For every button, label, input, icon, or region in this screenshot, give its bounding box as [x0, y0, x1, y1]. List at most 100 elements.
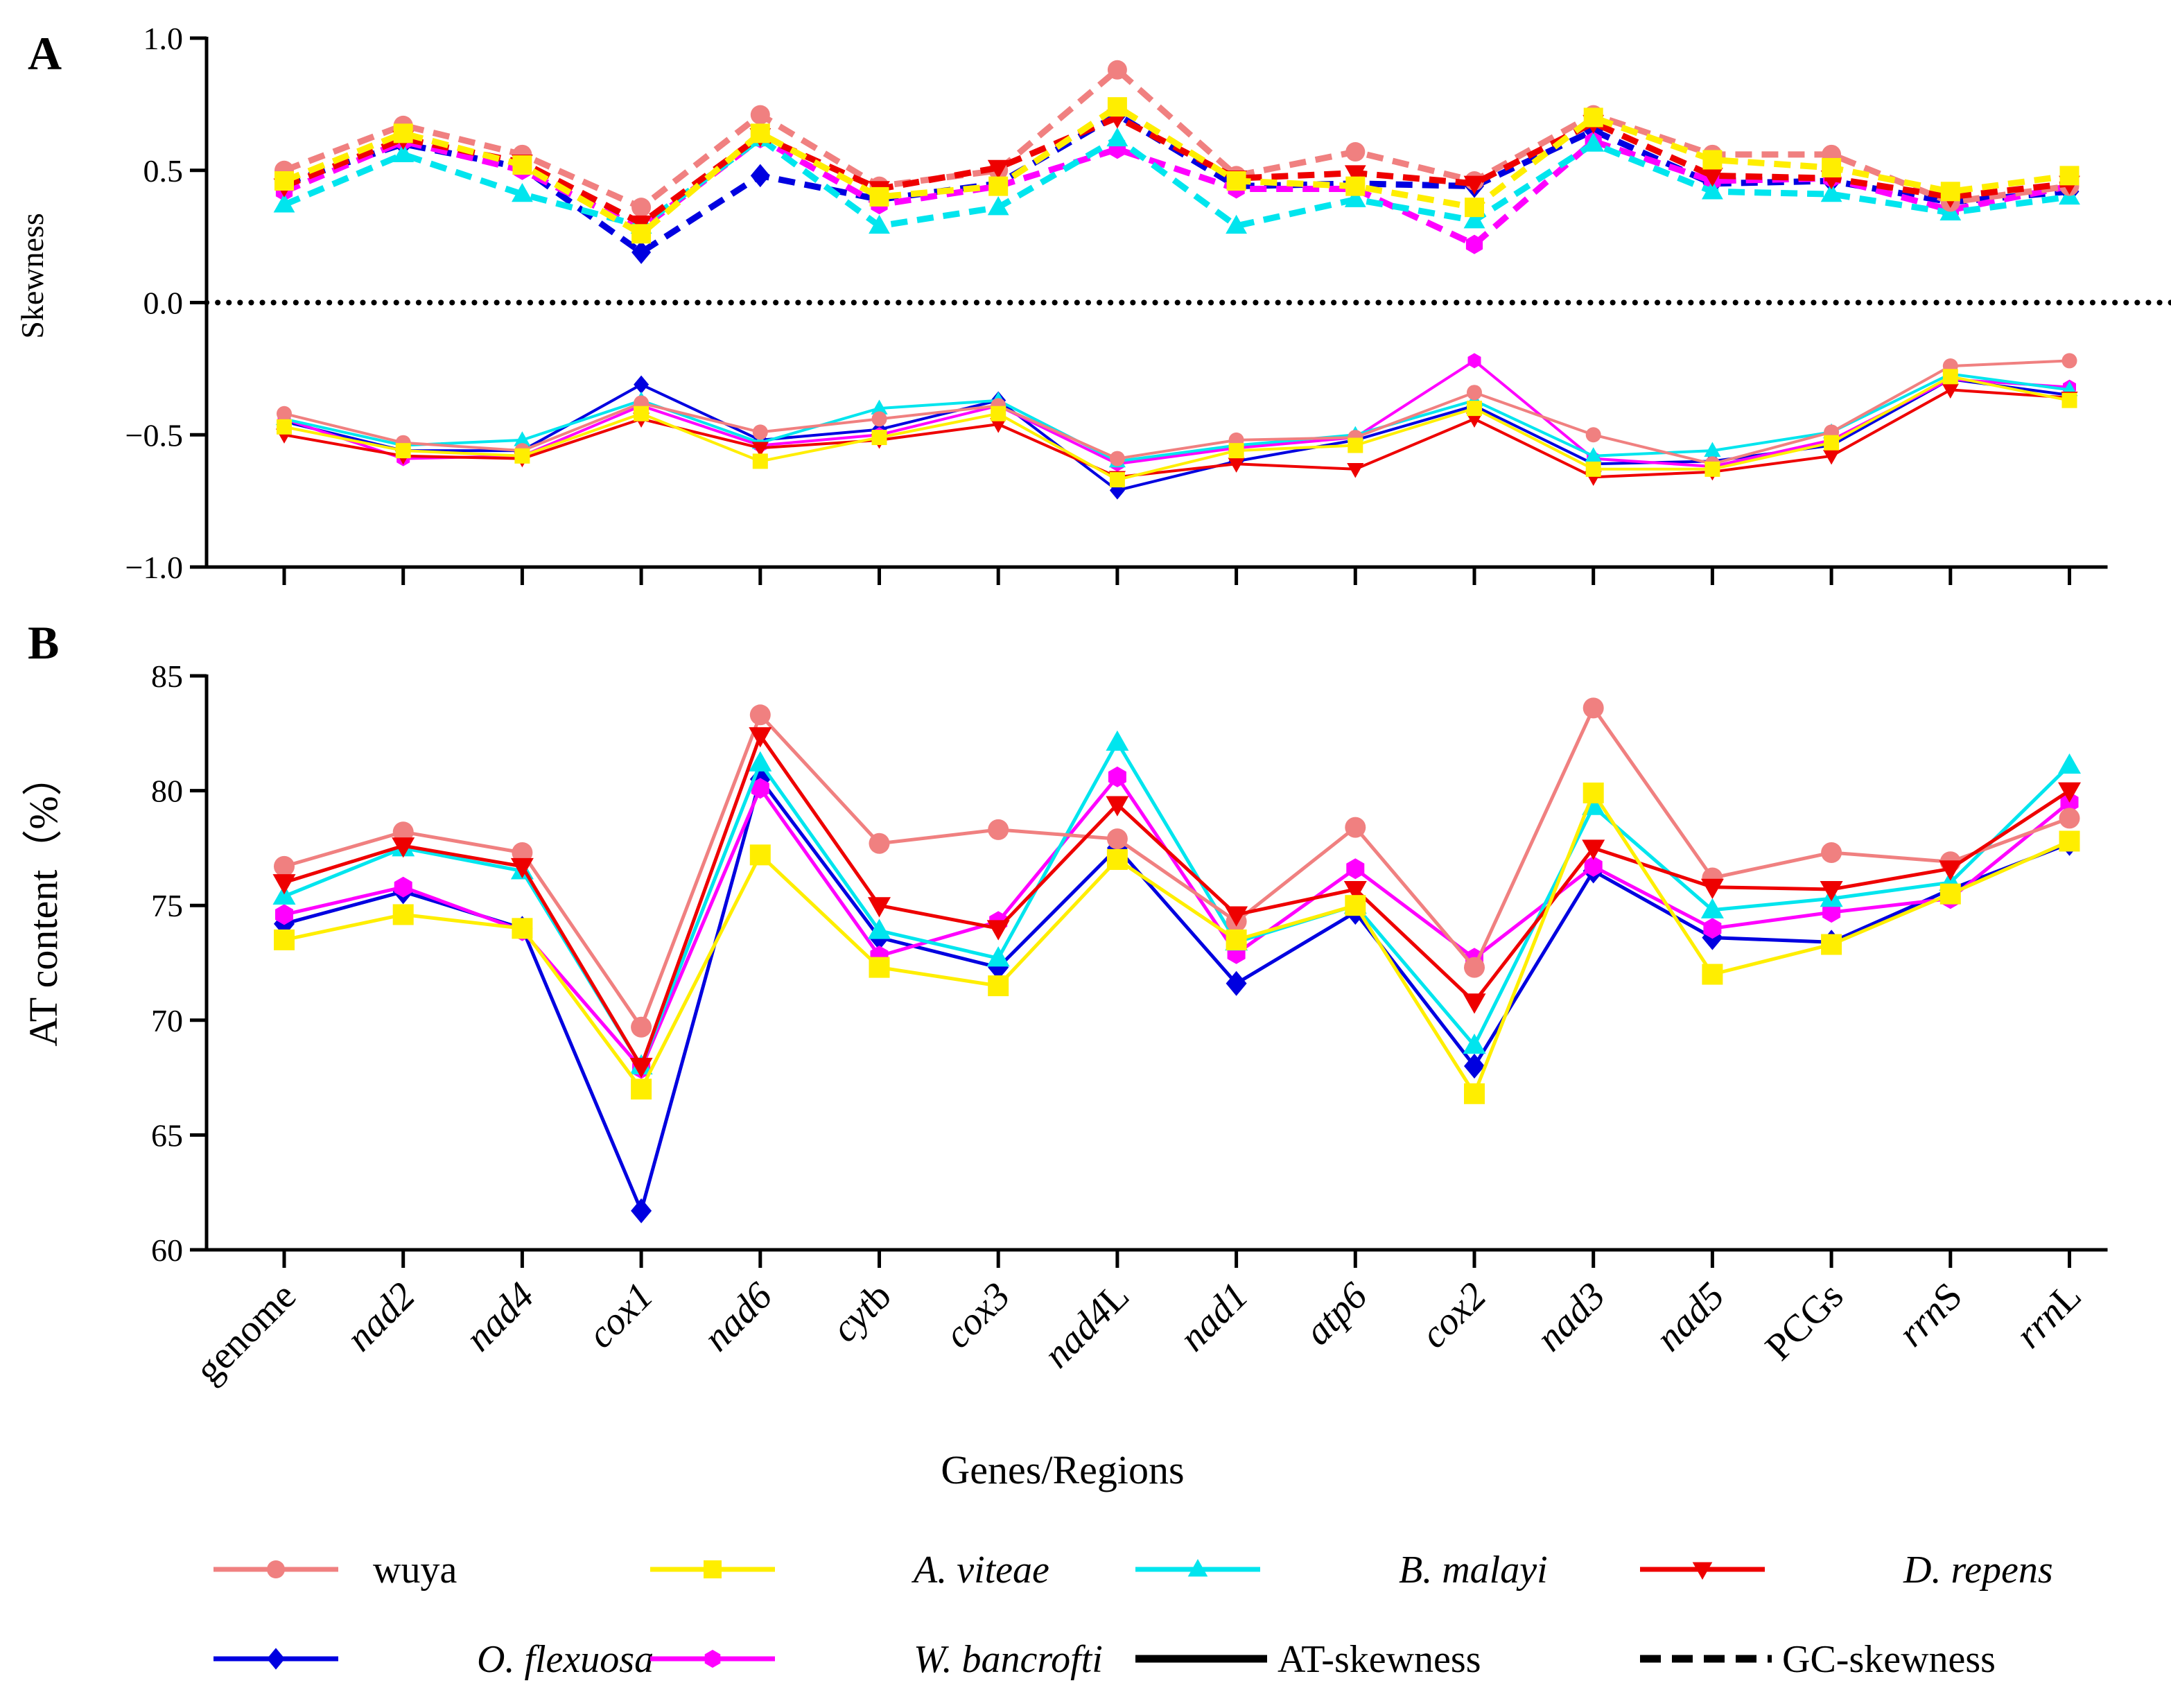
point-wuya-nad6	[749, 704, 771, 726]
point-a-viteae-nad3	[1583, 107, 1603, 128]
point-b-malayi-cox2	[1463, 1033, 1486, 1054]
point-o-flexuosa-cox1	[631, 241, 652, 264]
point-a-viteae-pcgs	[1822, 157, 1842, 177]
point-a-viteae-cox2	[1464, 1083, 1485, 1104]
point-b-malayi-cox2	[1463, 209, 1485, 229]
line-a-viteae	[284, 791, 2070, 1096]
point-a-viteae-genome	[274, 929, 295, 950]
panel-b-ytick-label: 65	[151, 1117, 183, 1153]
panel-a: A Skewness 1.0 0.5 0.0 −0.5 −1.0	[15, 21, 2171, 585]
legend: wuya A. viteae B. malayi D. repens O. flexuo…	[213, 1549, 2053, 1681]
xtick-label-pcgs: PCGs	[1757, 1274, 1851, 1368]
point-b-malayi-nad4	[512, 182, 533, 202]
point-d-repens-nad6	[749, 727, 772, 748]
point-wuya-cox3	[988, 819, 1009, 840]
point-a-viteae-cytb	[869, 186, 889, 207]
point-b-malayi-pcgs	[1820, 182, 1842, 202]
panel-b-ytick-label: 80	[151, 774, 183, 809]
line-wuya	[283, 67, 2070, 211]
point-w-bancrofti-nad5	[1703, 918, 1722, 939]
point-d-repens-cox3	[986, 920, 1010, 941]
point-wuya-nad3	[1585, 427, 1601, 443]
point-wuya-genome	[274, 855, 295, 877]
point-wuya-pcgs	[1821, 842, 1842, 864]
point-b-malayi-cox3	[986, 946, 1010, 967]
legend-label: D. repens	[1903, 1549, 2053, 1592]
point-a-viteae-cox3	[988, 176, 1009, 196]
point-d-repens-nad4	[510, 857, 534, 879]
point-a-viteae-atp6	[1345, 176, 1366, 196]
legend-item-w-bancrofti: W. bancrofti	[650, 1638, 1103, 1681]
point-d-repens-cytb	[868, 897, 891, 918]
point-wuya-nad2	[392, 821, 414, 843]
point-a-viteae-rrnl	[2061, 392, 2077, 408]
legend-swatch-marker	[267, 1648, 285, 1670]
point-a-viteae-pcgs	[1824, 435, 1840, 451]
panel-a-ytick-label: 0.0	[143, 286, 184, 321]
panel-b-ytick-label: 60	[151, 1232, 183, 1268]
series-a-viteae-gc-skewness	[274, 97, 2080, 244]
xtick-label-atp6: atp6	[1296, 1274, 1375, 1353]
panel-b-letter: B	[28, 616, 59, 669]
point-a-viteae-cytb	[871, 430, 887, 446]
point-b-malayi-nad5	[1702, 180, 1723, 200]
xtick-label-cox2: cox2	[1413, 1274, 1495, 1357]
point-a-viteae-nad4l	[1109, 472, 1125, 488]
point-a-viteae-cox1	[631, 224, 652, 244]
xtick-label-rrnl: rrnL	[2007, 1274, 2090, 1357]
point-w-bancrofti-nad3	[1584, 855, 1603, 877]
point-b-malayi-nad2	[392, 143, 415, 163]
point-a-viteae-nad5	[1702, 150, 1723, 170]
point-b-malayi-cytb	[869, 214, 890, 234]
legend-swatch-marker	[704, 1560, 722, 1578]
point-a-viteae-rrns	[1940, 182, 1960, 202]
point-wuya-nad4l	[1109, 451, 1125, 467]
xtick-label-cox3: cox3	[936, 1274, 1019, 1357]
panel-a-ylabel: Skewness	[15, 213, 50, 338]
series-d-repens	[272, 727, 2081, 1079]
point-d-repens-nad4l	[1106, 796, 1129, 817]
point-a-viteae-genome	[277, 419, 292, 435]
point-o-flexuosa-cox1	[631, 1198, 652, 1223]
point-w-bancrofti-pcgs	[1822, 902, 1841, 923]
point-a-viteae-nad3	[1585, 461, 1601, 477]
panel-a-ytick-label: 0.5	[143, 153, 184, 189]
line-o-flexuosa	[284, 777, 2070, 1213]
series-o-flexuosa	[274, 767, 2080, 1223]
point-w-bancrofti-nad2	[394, 876, 412, 898]
xtick-label-nad4: nad4	[457, 1274, 543, 1359]
xtick-label-nad2: nad2	[338, 1274, 424, 1359]
point-b-malayi-nad4l	[1106, 127, 1128, 147]
point-b-malayi-atp6	[1344, 188, 1366, 207]
point-b-malayi-genome	[273, 193, 295, 213]
point-a-viteae-nad5	[1702, 964, 1723, 985]
series-wuya	[274, 697, 2080, 1038]
legend-item-gc-skewness: GC-skewness	[1640, 1638, 1996, 1681]
point-w-bancrofti-cox2	[1467, 353, 1481, 369]
point-a-viteae-rrnl	[2059, 166, 2080, 186]
panel-b-xlabel: Genes/Regions	[941, 1447, 1184, 1492]
point-wuya-nad6	[750, 105, 770, 125]
line-a-viteae	[284, 375, 2070, 482]
point-d-repens-cox1	[629, 1058, 653, 1079]
legend-label: wuya	[373, 1549, 457, 1592]
point-a-viteae-rrns	[1942, 369, 1958, 385]
point-wuya-nad6	[752, 424, 768, 440]
panel-a-ytick-label: 1.0	[143, 21, 184, 56]
point-d-repens-cox2	[1463, 993, 1486, 1014]
point-b-malayi-rrnl	[2058, 753, 2081, 774]
point-wuya-cytb	[871, 411, 887, 427]
point-b-malayi-cytb	[871, 399, 888, 415]
series-a-viteae-at-skewness	[277, 369, 2077, 488]
point-a-viteae-nad3	[1583, 782, 1604, 803]
point-b-malayi-cytb	[868, 918, 891, 939]
point-a-viteae-cytb	[869, 957, 890, 978]
point-d-repens-nad1	[1225, 906, 1248, 927]
line-d-repens	[283, 114, 2070, 227]
point-a-viteae-nad6	[752, 453, 768, 469]
point-a-viteae-pcgs	[1821, 934, 1842, 955]
point-w-bancrofti-nad6	[751, 778, 769, 799]
point-d-repens-atp6	[1344, 165, 1366, 184]
panel-b-series	[272, 697, 2081, 1223]
point-d-repens-pcgs	[1823, 449, 1840, 465]
